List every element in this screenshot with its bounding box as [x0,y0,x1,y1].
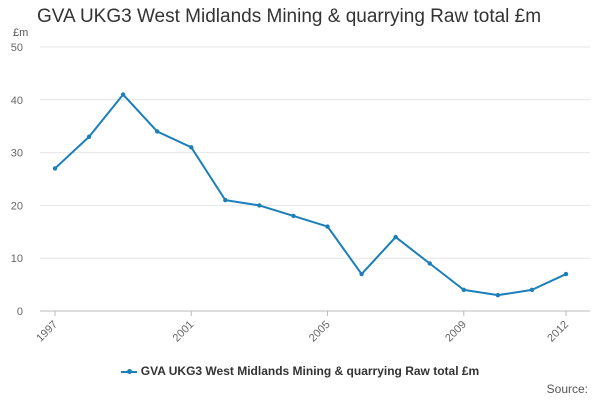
legend[interactable]: GVA UKG3 West Midlands Mining & quarryin… [0,364,600,378]
source-label: Source: [546,382,588,396]
data-point[interactable] [359,271,364,277]
x-tick-label: 2012 [545,319,571,345]
data-point[interactable] [86,134,92,139]
data-point[interactable] [120,92,126,97]
y-tick-label: 40 [11,95,23,107]
data-point[interactable] [189,145,194,150]
y-tick-label: 50 [11,42,23,54]
data-point[interactable] [291,213,296,219]
y-tick-label: 0 [17,306,23,318]
data-point[interactable] [223,197,228,203]
x-tick-label: 2001 [171,319,197,345]
data-point[interactable] [563,271,569,277]
y-tick-label: 10 [11,253,23,265]
data-point[interactable] [461,287,466,293]
data-point[interactable] [427,261,432,266]
x-tick-label: 2009 [443,319,469,345]
data-point[interactable] [495,292,501,298]
y-tick-label: 20 [11,200,23,212]
y-tick-label: 30 [11,148,23,160]
data-point[interactable] [155,129,160,134]
data-point[interactable] [52,166,58,171]
y-axis-ticks: 0 10 20 30 40 50 [11,42,23,318]
x-tick-label: 1997 [34,319,60,345]
chart-title: GVA UKG3 West Midlands Mining & quarryin… [37,6,542,27]
legend-swatch-icon [120,368,137,374]
x-axis-ticks: 1997 2001 2005 2009 2012 [34,311,571,344]
data-point[interactable] [257,203,262,208]
series-group [52,92,569,298]
x-tick-label: 2005 [307,319,333,345]
data-point[interactable] [529,287,535,293]
data-point[interactable] [393,234,398,240]
data-point[interactable] [325,224,330,229]
gridlines [40,46,590,312]
legend-label: GVA UKG3 West Midlands Mining & quarryin… [140,364,480,378]
series-line [54,93,567,297]
y-axis-unit-label: £m [13,27,28,39]
